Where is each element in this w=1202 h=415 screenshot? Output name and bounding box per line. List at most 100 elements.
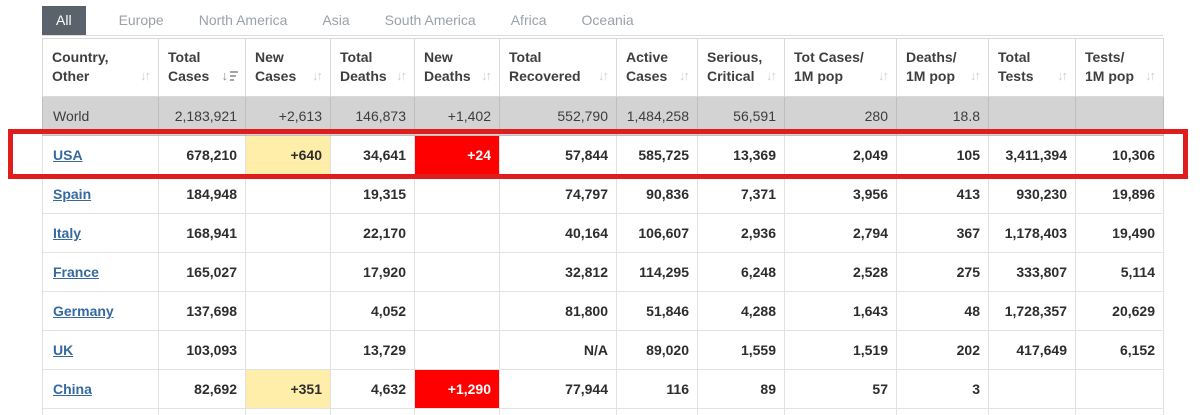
total_cases-cell: 2,183,921	[158, 96, 246, 136]
cell-value: 10,306	[1112, 147, 1155, 163]
country-link-usa[interactable]: USA	[53, 147, 83, 163]
serious_critical-cell: 89	[697, 369, 785, 409]
column-header-total_cases[interactable]: Total Cases ↓	[158, 38, 246, 97]
serious_critical-cell: 13,369	[697, 135, 785, 175]
column-header-tot_cases_1m[interactable]: Tot Cases/1M pop ↓↑	[784, 38, 897, 97]
new_cases-cell	[245, 174, 331, 214]
cell-value: 1,178,403	[1004, 225, 1067, 241]
tab-south-america[interactable]: South America	[384, 12, 476, 28]
active_cases-cell: 106,607	[616, 213, 698, 253]
empty-cell	[330, 408, 415, 415]
serious_critical-cell: 56,591	[697, 96, 785, 136]
deaths_1m-cell: 367	[896, 213, 989, 253]
column-header-label-line1: New	[255, 49, 284, 65]
cell-value: 105	[956, 147, 980, 163]
active_cases-cell: 90,836	[616, 174, 698, 214]
tab-north-america[interactable]: North America	[198, 12, 288, 28]
total_tests-cell: 1,728,357	[988, 291, 1076, 331]
tot_cases_1m-cell: 2,528	[784, 252, 897, 292]
new_deaths-cell: +24	[414, 135, 500, 175]
column-header-label-line2: Cases	[626, 68, 668, 84]
cell-value: 81,800	[565, 303, 608, 319]
total_recovered-cell: 552,790	[499, 96, 617, 136]
cell-value: +640	[290, 147, 322, 163]
cell-value: +2,613	[278, 108, 322, 124]
column-header-label-line2: Deaths	[340, 68, 387, 84]
column-header-active_cases[interactable]: Active Cases ↓↑	[616, 38, 698, 97]
world-label: World	[53, 108, 90, 124]
total_recovered-cell: 77,944	[499, 369, 617, 409]
cell-value: 280	[864, 108, 888, 124]
cell-value: 1,559	[740, 342, 776, 358]
tab-europe[interactable]: Europe	[118, 12, 164, 28]
cell-value: +351	[290, 381, 322, 397]
column-header-label-line2: 1M pop	[906, 68, 955, 84]
country-cell: World	[42, 96, 159, 136]
cell-value: 13,369	[733, 147, 776, 163]
sort-toggle-icon: ↓↑	[396, 68, 407, 83]
empty-cell	[896, 408, 989, 415]
deaths_1m-cell: 202	[896, 330, 989, 370]
cell-value: 1,484,258	[626, 108, 689, 124]
table-row-france: France 165,027 17,920 32,812 114,295 6,248 2,5…	[42, 252, 1164, 292]
cell-value: 57	[872, 381, 888, 397]
new_deaths-cell	[414, 291, 500, 331]
column-header-country[interactable]: Country, Other ↓↑	[42, 38, 159, 97]
cell-value: 5,114	[1120, 264, 1155, 280]
column-header-deaths_1m[interactable]: Deaths/1M pop ↓↑	[896, 38, 989, 97]
covid-stats-table: Country, Other ↓↑ Total Cases ↓ New Cases ↓↑ Tota…	[42, 38, 1164, 415]
new_deaths-cell: +1,290	[414, 369, 500, 409]
cell-value: 40,164	[565, 225, 608, 241]
cell-value: 333,807	[1016, 264, 1067, 280]
total_tests-cell: 417,649	[988, 330, 1076, 370]
column-header-label-line2: 1M pop	[794, 68, 843, 84]
total_cases-cell: 678,210	[158, 135, 246, 175]
active_cases-cell: 114,295	[616, 252, 698, 292]
tot_cases_1m-cell: 280	[784, 96, 897, 136]
cell-value: +1,290	[447, 381, 491, 397]
column-header-total_tests[interactable]: Total Tests ↓↑	[988, 38, 1076, 97]
column-header-label-line1: Total	[998, 49, 1031, 65]
country-link-spain[interactable]: Spain	[53, 186, 92, 202]
cell-value: 2,794	[852, 225, 888, 241]
country-link-italy[interactable]: Italy	[53, 225, 82, 241]
country-link-france[interactable]: France	[53, 264, 99, 280]
active_cases-cell: 51,846	[616, 291, 698, 331]
empty-cell	[499, 408, 617, 415]
country-cell: Germany	[42, 291, 159, 331]
column-header-tests_1m[interactable]: Tests/1M pop ↓↑	[1075, 38, 1164, 97]
country-cell: Spain	[42, 174, 159, 214]
tab-asia[interactable]: Asia	[322, 12, 350, 28]
column-header-new_deaths[interactable]: New Deaths ↓↑	[414, 38, 500, 97]
tests_1m-cell: 20,629	[1075, 291, 1164, 331]
cell-value: 552,790	[557, 108, 608, 124]
cell-value: 106,607	[638, 225, 689, 241]
tab-all[interactable]: All	[42, 6, 86, 35]
cell-value: 1,728,357	[1004, 303, 1067, 319]
cell-value: 184,948	[186, 186, 237, 202]
tab-africa[interactable]: Africa	[510, 12, 547, 28]
country-link-uk[interactable]: UK	[53, 342, 74, 358]
tests_1m-cell: 19,490	[1075, 213, 1164, 253]
new_cases-cell: +640	[245, 135, 331, 175]
column-header-total_recovered[interactable]: Total Recovered ↓↑	[499, 38, 617, 97]
cell-value: N/A	[583, 342, 608, 358]
total_cases-cell: 184,948	[158, 174, 246, 214]
cell-value: 367	[956, 225, 980, 241]
column-header-new_cases[interactable]: New Cases ↓↑	[245, 38, 331, 97]
deaths_1m-cell: 275	[896, 252, 989, 292]
column-header-label-line2: Recovered	[509, 68, 581, 84]
cell-value: 6,152	[1119, 342, 1155, 358]
table-row-world: World 2,183,921 +2,613 146,873 +1,402 552,790…	[42, 96, 1164, 136]
empty-cell	[616, 408, 698, 415]
partial-next-row	[42, 408, 1164, 415]
tot_cases_1m-cell: 1,643	[784, 291, 897, 331]
total_recovered-cell: 57,844	[499, 135, 617, 175]
tests_1m-cell	[1075, 369, 1164, 409]
new_cases-cell	[245, 213, 331, 253]
column-header-serious_critical[interactable]: Serious, Critical ↓↑	[697, 38, 785, 97]
country-link-china[interactable]: China	[53, 381, 92, 397]
column-header-total_deaths[interactable]: Total Deaths ↓↑	[330, 38, 415, 97]
tab-oceania[interactable]: Oceania	[581, 12, 634, 28]
country-link-germany[interactable]: Germany	[53, 303, 114, 319]
